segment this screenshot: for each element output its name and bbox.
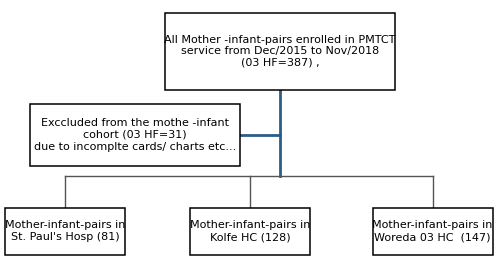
Text: All Mother -infant-pairs enrolled in PMTCT
service from Dec/2015 to Nov/2018
(03: All Mother -infant-pairs enrolled in PMT… — [164, 35, 396, 68]
FancyBboxPatch shape — [5, 208, 125, 255]
Text: Mother-infant-pairs in
Woreda 03 HC  (147): Mother-infant-pairs in Woreda 03 HC (147… — [372, 221, 492, 242]
FancyBboxPatch shape — [165, 13, 395, 90]
FancyBboxPatch shape — [190, 208, 310, 255]
Text: Exccluded from the mothe -infant
cohort (03 HF=31)
due to incomplte cards/ chart: Exccluded from the mothe -infant cohort … — [34, 118, 236, 152]
FancyBboxPatch shape — [30, 104, 240, 166]
FancyBboxPatch shape — [372, 208, 492, 255]
Text: Mother-infant-pairs in
Kolfe HC (128): Mother-infant-pairs in Kolfe HC (128) — [190, 221, 310, 242]
Text: Mother-infant-pairs in
St. Paul's Hosp (81): Mother-infant-pairs in St. Paul's Hosp (… — [5, 221, 125, 242]
